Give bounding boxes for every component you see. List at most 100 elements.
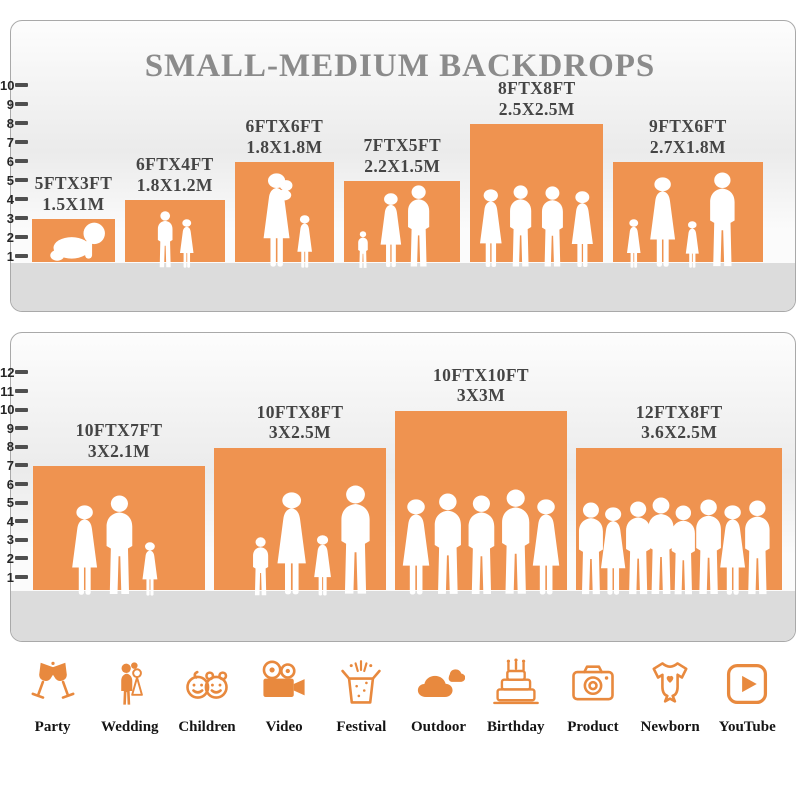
woman-silhouette bbox=[564, 191, 601, 269]
toddler-silhouette bbox=[248, 537, 273, 597]
axis-tick-mark bbox=[15, 389, 28, 393]
axis-tick-bottom-1: 1 bbox=[0, 569, 28, 585]
category-wedding: Wedding bbox=[93, 658, 167, 736]
man-silhouette bbox=[98, 495, 141, 597]
axis-tick-mark bbox=[15, 83, 29, 87]
axis-tick-number: 7 bbox=[6, 134, 14, 150]
outdoor-icon bbox=[413, 658, 465, 715]
category-label: Festival bbox=[336, 719, 387, 735]
axis-tick-bottom-6: 6 bbox=[0, 476, 28, 492]
axis-tick-number: 8 bbox=[6, 439, 14, 455]
axis-tick-top-7: 7 bbox=[0, 134, 28, 150]
man-silhouette bbox=[640, 497, 682, 597]
size-label-feet: 7FTX5FT bbox=[363, 135, 442, 155]
size-label-meters: 2.7X1.8M bbox=[649, 136, 726, 157]
category-label: Newborn bbox=[640, 719, 700, 735]
category-label: Children bbox=[178, 719, 236, 735]
axis-tick-number: 7 bbox=[6, 457, 14, 473]
toddler-silhouette bbox=[355, 231, 371, 269]
category-video: Video bbox=[247, 658, 321, 736]
category-product: Product bbox=[556, 658, 630, 736]
girl-silhouette bbox=[622, 219, 646, 269]
woman-silhouette bbox=[393, 499, 439, 597]
size-bar-6ftx6ft bbox=[234, 162, 335, 268]
axis-tick-number: 2 bbox=[6, 229, 14, 245]
size-bar-7ftx5ft bbox=[344, 181, 461, 268]
size-label-feet: 5FTX3FT bbox=[34, 173, 113, 193]
size-bar-12ftx8ft bbox=[576, 447, 783, 595]
girl-silhouette bbox=[292, 215, 317, 269]
size-bar-6ftx4ft bbox=[125, 200, 225, 268]
size-label-meters: 3X3M bbox=[456, 385, 506, 406]
axis-tick-number: 6 bbox=[6, 153, 14, 169]
axis-tick-bottom-11: 11 bbox=[0, 383, 28, 399]
axis-tick-mark bbox=[15, 426, 28, 431]
axis-tick-bottom-5: 5 bbox=[0, 495, 28, 511]
axis-tick-mark bbox=[15, 519, 28, 524]
axis-tick-mark bbox=[15, 537, 28, 542]
product-icon bbox=[567, 658, 619, 715]
woman-silhouette bbox=[523, 499, 569, 597]
category-label: YouTube bbox=[718, 719, 776, 735]
category-youtube: YouTube bbox=[710, 658, 784, 736]
axis-tick-number: 8 bbox=[6, 115, 14, 131]
size-label-meters: 1.8X1.8M bbox=[246, 136, 323, 157]
axis-tick-mark bbox=[15, 575, 28, 579]
axis-tick-top-10: 10 bbox=[0, 77, 29, 93]
axis-tick-number: 1 bbox=[6, 569, 14, 585]
girl-silhouette bbox=[175, 219, 199, 269]
children-icon bbox=[181, 658, 233, 715]
axis-tick-bottom-7: 7 bbox=[0, 457, 28, 473]
size-label-6ftx4ft: 6FTX4FT 1.8X1.2M bbox=[136, 154, 214, 195]
floor-strip-top bbox=[11, 263, 795, 311]
size-label-feet: 9FTX6FT bbox=[649, 116, 727, 136]
axis-tick-number: 4 bbox=[6, 191, 14, 207]
axis-tick-top-6: 6 bbox=[0, 153, 28, 169]
size-label-5ftx3ft: 5FTX3FT 1.5X1M bbox=[35, 173, 113, 214]
boy-silhouette bbox=[153, 211, 177, 269]
man-silhouette bbox=[535, 186, 570, 269]
man-silhouette bbox=[460, 495, 503, 597]
category-children: Children bbox=[170, 658, 244, 736]
category-label: Outdoor bbox=[411, 719, 467, 735]
axis-tick-mark bbox=[15, 482, 28, 486]
category-party: Party bbox=[16, 658, 90, 736]
axis-tick-bottom-9: 9 bbox=[0, 420, 28, 436]
festival-icon bbox=[335, 658, 387, 715]
axis-tick-top-3: 3 bbox=[0, 210, 28, 226]
category-label: Birthday bbox=[486, 719, 545, 735]
video-icon bbox=[258, 658, 310, 715]
axis-tick-number: 9 bbox=[6, 96, 14, 112]
size-bar-10ftx8ft bbox=[214, 447, 386, 596]
man-silhouette bbox=[702, 172, 743, 269]
size-label-9ftx6ft: 9FTX6FT 2.7X1.8M bbox=[649, 116, 727, 157]
size-label-8ftx8ft: 8FTX8FT 2.5X2.5M bbox=[498, 78, 576, 119]
size-label-10ftx7ft: 10FTX7FT 3X2.1M bbox=[76, 420, 163, 461]
axis-tick-number: 9 bbox=[6, 420, 14, 436]
axis-tick-mark bbox=[15, 444, 28, 449]
size-label-feet: 10FTX10FT bbox=[433, 364, 529, 385]
man-silhouette bbox=[503, 185, 538, 269]
size-label-meters: 2.5X2.5M bbox=[498, 98, 575, 119]
category-birthday: Birthday bbox=[479, 658, 553, 736]
axis-tick-number: 6 bbox=[6, 476, 14, 492]
baby-silhouette bbox=[46, 220, 110, 265]
wedding-icon bbox=[104, 658, 156, 715]
axis-tick-number: 11 bbox=[0, 383, 14, 399]
size-label-10ftx8ft: 10FTX8FT 3X2.5M bbox=[257, 402, 344, 443]
axis-tick-mark bbox=[15, 370, 29, 375]
axis-tick-mark bbox=[15, 500, 28, 505]
size-label-meters: 2.2X1.5M bbox=[364, 155, 441, 176]
size-label-6ftx6ft: 6FTX6FT 1.8X1.8M bbox=[246, 116, 324, 157]
mother-silhouette bbox=[254, 173, 299, 269]
size-label-12ftx8ft: 12FTX8FT 3.6X2.5M bbox=[636, 402, 723, 443]
axis-tick-mark bbox=[15, 140, 28, 144]
axis-tick-number: 5 bbox=[6, 495, 14, 511]
woman-silhouette bbox=[592, 507, 634, 597]
man-silhouette bbox=[426, 493, 470, 597]
size-label-7ftx5ft: 7FTX5FT 2.2X1.5M bbox=[363, 135, 441, 176]
size-label-meters: 3X2.1M bbox=[87, 441, 151, 462]
axis-tick-top-1: 1 bbox=[0, 248, 28, 264]
girl-silhouette bbox=[681, 221, 704, 269]
size-label-meters: 1.5X1M bbox=[42, 193, 105, 214]
